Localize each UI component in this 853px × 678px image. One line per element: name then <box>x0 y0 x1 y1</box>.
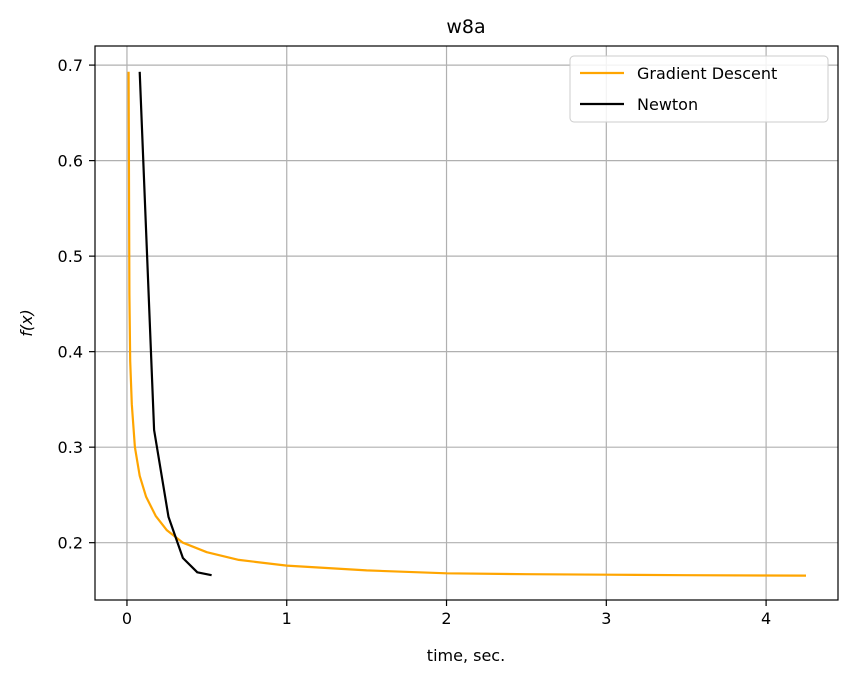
series-lines <box>127 71 807 577</box>
x-axis-label: time, sec. <box>427 646 505 665</box>
legend-label: Gradient Descent <box>637 64 777 83</box>
y-tick-label: 0.5 <box>58 247 83 266</box>
y-tick-label: 0.6 <box>58 152 83 171</box>
axis-ticks: 0 1 2 3 4 0.2 0.3 0.4 0.5 0.6 0.7 <box>58 56 772 628</box>
y-tick-label: 0.2 <box>58 534 83 553</box>
x-tick-label: 3 <box>601 609 611 628</box>
legend-box <box>569 55 829 123</box>
chart-title: w8a <box>446 16 485 38</box>
y-tick-label: 0.3 <box>58 438 83 457</box>
y-tick-label: 0.4 <box>58 343 83 362</box>
grid-lines <box>95 46 838 600</box>
x-tick-label: 2 <box>441 609 451 628</box>
y-tick-label: 0.7 <box>58 56 83 75</box>
x-tick-label: 4 <box>761 609 771 628</box>
plot-frame <box>94 45 839 601</box>
y-axis-label: f(x) <box>17 309 36 337</box>
x-tick-label: 1 <box>282 609 292 628</box>
series-line-0 <box>127 71 807 577</box>
legend: Gradient Descent Newton <box>569 55 829 123</box>
x-tick-label: 0 <box>122 609 132 628</box>
series-line-1 <box>138 71 212 577</box>
legend-label: Newton <box>637 95 698 114</box>
